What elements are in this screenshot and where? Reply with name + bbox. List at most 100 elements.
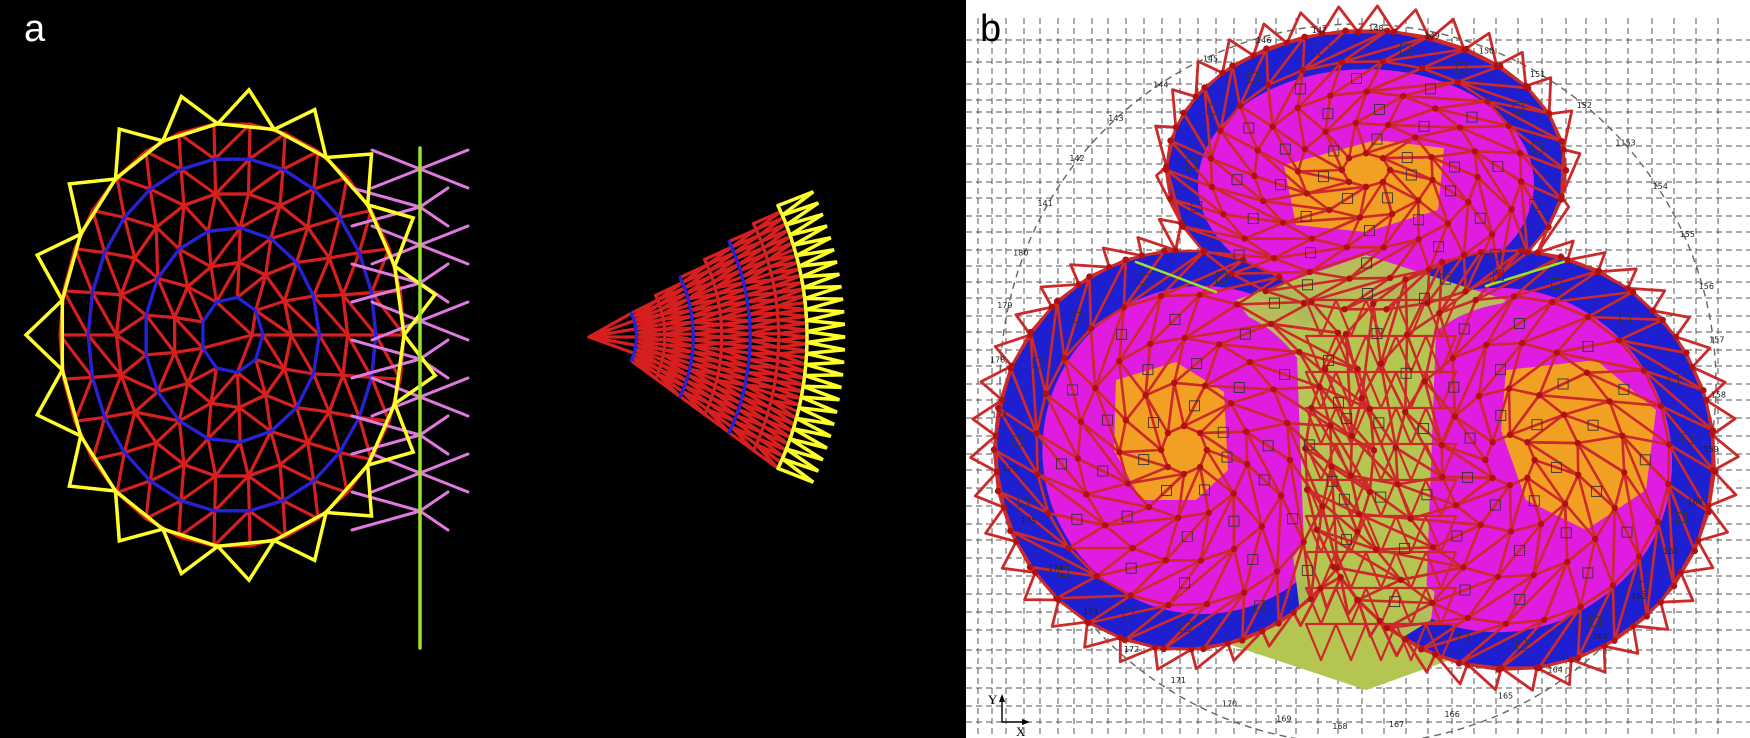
mesh-edge	[1198, 401, 1233, 435]
mesh-edge	[338, 215, 361, 255]
mesh-node	[1124, 480, 1131, 487]
mesh-edge	[1203, 342, 1221, 388]
mesh-edge	[727, 430, 756, 452]
mesh-node	[1296, 348, 1303, 356]
mesh-node	[1348, 432, 1355, 440]
mesh-edge	[1379, 277, 1407, 365]
mesh-edge	[994, 434, 999, 474]
mesh-edge	[1446, 200, 1470, 225]
mesh-edge	[235, 371, 268, 397]
mesh-node	[1162, 557, 1169, 564]
mesh-edge	[1386, 123, 1462, 129]
mesh-edge	[122, 215, 158, 229]
element-number-box	[1247, 71, 1259, 83]
mesh-node	[1294, 104, 1301, 112]
mesh-edge	[1430, 155, 1479, 179]
mesh-edge	[1164, 168, 1225, 216]
mesh-node	[1533, 664, 1541, 671]
mesh-edge	[341, 293, 350, 337]
mesh-node	[1087, 325, 1095, 332]
mesh-edge	[1329, 424, 1333, 468]
mesh-node	[1228, 270, 1235, 277]
boundary-node-number: 180	[1013, 249, 1028, 258]
mesh-edge	[214, 192, 242, 230]
mesh-node	[1471, 148, 1478, 155]
mesh-edge	[338, 415, 361, 455]
mesh-node	[1557, 253, 1565, 260]
mesh-node	[1493, 62, 1500, 69]
mesh-edge	[1526, 476, 1567, 506]
boundary-triangle	[1499, 666, 1539, 692]
mesh-node	[1370, 447, 1378, 454]
mesh-edge	[341, 291, 374, 297]
interface-edge	[418, 509, 450, 532]
mesh-edge	[1576, 441, 1626, 474]
mesh-edge	[281, 149, 320, 171]
mesh-edge	[1510, 180, 1523, 211]
mesh-edge	[311, 372, 331, 414]
element-number-box	[1328, 145, 1340, 157]
outer-triangle-base	[60, 368, 83, 438]
boundary-node-number: 166	[1445, 710, 1460, 719]
mesh-edge	[154, 441, 186, 467]
mesh-edge	[1424, 586, 1443, 626]
mesh-edge	[119, 293, 148, 317]
mesh-edge	[1230, 256, 1276, 276]
mesh-edge	[1271, 125, 1300, 173]
element-number-box	[1122, 608, 1134, 620]
element-number-box	[1071, 513, 1083, 525]
mesh-edge	[1423, 379, 1444, 447]
mesh-edge	[62, 375, 95, 381]
mesh-edge	[1620, 434, 1670, 486]
mesh-edge	[1202, 250, 1234, 276]
element-number-box	[1305, 247, 1316, 259]
element-number-box	[1231, 174, 1243, 186]
mesh-node	[1429, 544, 1437, 551]
mesh-edge	[1205, 591, 1246, 606]
mesh-node	[1083, 491, 1090, 498]
mesh-edge	[269, 406, 299, 433]
mesh-node	[1175, 514, 1182, 521]
mesh-edge	[1181, 225, 1276, 260]
mesh-node	[1322, 366, 1329, 373]
mesh-node	[992, 432, 999, 439]
mesh-edge	[1706, 469, 1715, 508]
mesh-edge	[1301, 29, 1347, 72]
mesh-node	[1197, 557, 1204, 564]
mesh-edge	[1486, 100, 1510, 128]
mesh-edge	[1365, 90, 1405, 98]
mesh-edge	[1044, 299, 1059, 396]
mesh-edge	[306, 187, 316, 229]
mesh-edge	[1219, 129, 1259, 152]
mesh-edge	[1518, 151, 1563, 201]
boundary-node-number: 173	[1083, 607, 1098, 616]
element-number-box	[1399, 542, 1411, 554]
mesh-node	[1583, 369, 1591, 376]
mesh-node	[1560, 411, 1568, 418]
mesh-node	[1032, 569, 1039, 576]
mesh-edge	[213, 474, 250, 513]
element-number-box	[1189, 400, 1200, 412]
mesh-edge	[1666, 443, 1671, 486]
mesh-edge	[254, 308, 293, 337]
mesh-node	[1561, 500, 1569, 507]
element-number-box	[1373, 417, 1385, 429]
element-number-box	[1121, 510, 1133, 522]
mesh-edge	[1231, 64, 1242, 107]
mesh-node	[1549, 298, 1556, 306]
mesh-node	[1415, 236, 1422, 243]
mesh-node	[1354, 528, 1361, 535]
mesh-edge	[1209, 129, 1222, 160]
mesh-edge	[179, 499, 217, 513]
mesh-edge	[1461, 566, 1500, 579]
mesh-edge	[1451, 356, 1457, 418]
mesh-edge	[1144, 393, 1170, 435]
mesh-edge	[678, 395, 707, 417]
mesh-edge	[213, 474, 218, 513]
mesh-edge	[1334, 586, 1353, 626]
boundary-node-number: 177	[992, 410, 1007, 419]
mesh-edge	[1063, 356, 1083, 424]
mesh-node	[1201, 84, 1208, 91]
outer-triangle-base	[780, 213, 789, 227]
element-number-box	[1560, 527, 1572, 539]
